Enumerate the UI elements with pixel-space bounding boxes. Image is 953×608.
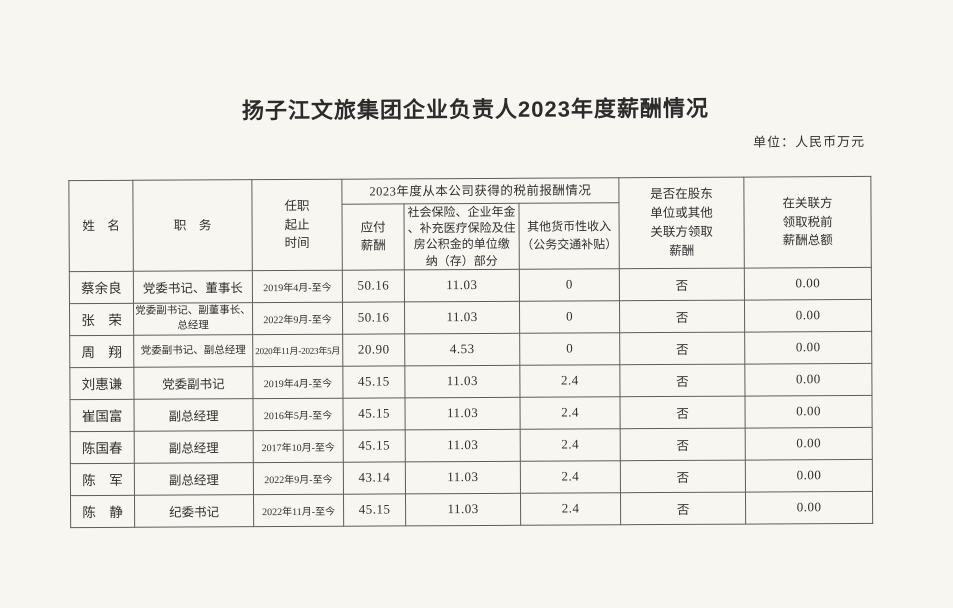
- cell-name: 蔡余良: [69, 271, 134, 304]
- col-header-group-2023: 2023年度从本公司获得的税前报酬情况: [341, 177, 619, 205]
- cell-insurance: 11.03: [405, 429, 521, 462]
- cell-tenure: 2019年4月-至今: [252, 269, 343, 303]
- table-row: 陈 军 副总经理 2022年9月-至今 43.14 11.03 2.4 否 0.…: [70, 459, 873, 496]
- cell-position: 党委副书记、副总经理: [133, 334, 253, 368]
- cell-payable: 45.15: [342, 365, 405, 398]
- cell-shareholder: 否: [619, 299, 745, 333]
- cell-tenure: 2022年9月-至今: [253, 461, 344, 495]
- cell-shareholder: 否: [620, 427, 746, 461]
- cell-related-party: 0.00: [744, 299, 872, 332]
- salary-table: 姓 名 职 务 任职 起止 时间 2023年度从本公司获得的税前报酬情况 是否在…: [68, 176, 873, 528]
- cell-position: 党委书记、董事长: [133, 270, 253, 304]
- cell-shareholder: 否: [620, 491, 746, 525]
- cell-name: 崔国富: [69, 399, 135, 432]
- cell-tenure: 2022年9月-至今: [252, 301, 343, 335]
- cell-insurance: 11.03: [404, 269, 520, 302]
- cell-related-party: 0.00: [744, 331, 872, 364]
- cell-related-party: 0.00: [745, 427, 873, 460]
- cell-insurance: 11.03: [405, 461, 521, 494]
- cell-position: 副总经理: [134, 430, 254, 464]
- cell-related-party: 0.00: [745, 395, 873, 428]
- cell-other-income: 0: [519, 332, 620, 366]
- col-header-payable: 应付 薪酬: [341, 203, 405, 270]
- cell-shareholder: 否: [620, 395, 746, 429]
- cell-tenure: 2016年5月-至今: [252, 397, 344, 431]
- header-row-group: 姓 名 职 务 任职 起止 时间 2023年度从本公司获得的税前报酬情况 是否在…: [68, 176, 872, 272]
- cell-other-income: 0: [519, 268, 620, 302]
- cell-tenure: 2017年10月-至今: [253, 429, 344, 463]
- table-row: 崔国富 副总经理 2016年5月-至今 45.15 11.03 2.4 否 0.…: [69, 395, 873, 432]
- table-row: 陈 静 纪委书记 2022年11月-至今 45.15 11.03 2.4 否 0…: [70, 491, 873, 528]
- table-row: 张 荣 党委副书记、副董事长、总经理 2022年9月-至今 50.16 11.0…: [69, 299, 872, 336]
- col-header-shareholder: 是否在股东 单位或其他 关联方领取 薪酬: [618, 177, 745, 269]
- cell-payable: 50.16: [342, 269, 405, 302]
- cell-position: 副总经理: [133, 398, 254, 432]
- cell-payable: 20.90: [342, 333, 405, 366]
- cell-tenure: 2022年11月-至今: [253, 493, 344, 527]
- cell-insurance: 4.53: [404, 333, 520, 366]
- col-header-tenure: 任职 起止 时间: [251, 179, 343, 271]
- cell-payable: 50.16: [342, 301, 405, 334]
- table-row: 刘惠谦 党委副书记 2019年4月-至今 45.15 11.03 2.4 否 0…: [69, 363, 872, 400]
- cell-other-income: 2.4: [520, 492, 621, 526]
- cell-position: 副总经理: [134, 462, 254, 496]
- cell-insurance: 11.03: [404, 365, 520, 398]
- cell-other-income: 2.4: [519, 396, 621, 430]
- cell-insurance: 11.03: [404, 397, 521, 430]
- cell-shareholder: 否: [619, 363, 746, 397]
- cell-position: 纪委书记: [134, 494, 254, 528]
- cell-other-income: 0: [519, 300, 620, 334]
- cell-name: 周 翔: [69, 335, 134, 368]
- col-header-related-party: 在关联方 领取税前 薪酬总额: [743, 176, 872, 268]
- cell-position: 党委副书记: [133, 366, 253, 400]
- unit-note: 单位：人民币万元: [753, 133, 866, 150]
- col-header-position: 职 务: [132, 179, 253, 272]
- cell-other-income: 2.4: [520, 460, 621, 494]
- cell-related-party: 0.00: [745, 459, 873, 492]
- cell-name: 陈 静: [70, 495, 135, 528]
- cell-shareholder: 否: [620, 459, 746, 493]
- cell-payable: 45.15: [343, 429, 406, 462]
- cell-name: 刘惠谦: [69, 367, 134, 400]
- cell-tenure: 2019年4月-至今: [252, 365, 343, 399]
- cell-name: 陈国春: [70, 431, 135, 464]
- cell-name: 陈 军: [70, 463, 135, 496]
- cell-position: 党委副书记、副董事长、总经理: [133, 302, 253, 336]
- cell-other-income: 2.4: [520, 428, 621, 462]
- cell-related-party: 0.00: [744, 267, 872, 300]
- cell-shareholder: 否: [619, 331, 745, 365]
- cell-payable: 45.15: [342, 397, 406, 430]
- cell-insurance: 11.03: [404, 301, 520, 334]
- cell-insurance: 11.03: [405, 493, 521, 526]
- page-title: 扬子江文旅集团企业负责人2023年度薪酬情况: [241, 95, 710, 124]
- cell-other-income: 2.4: [519, 364, 621, 398]
- cell-related-party: 0.00: [745, 491, 873, 524]
- cell-payable: 43.14: [343, 461, 406, 494]
- cell-tenure: 2020年11月-2023年5月: [252, 333, 343, 367]
- cell-related-party: 0.00: [744, 363, 872, 396]
- cell-name: 张 荣: [69, 303, 134, 336]
- table-row: 蔡余良 党委书记、董事长 2019年4月-至今 50.16 11.03 0 否 …: [69, 267, 872, 304]
- cell-payable: 45.15: [343, 493, 406, 526]
- cell-shareholder: 否: [619, 267, 745, 301]
- table-row: 陈国春 副总经理 2017年10月-至今 45.15 11.03 2.4 否 0…: [70, 427, 873, 464]
- table-row: 周 翔 党委副书记、副总经理 2020年11月-2023年5月 20.90 4.…: [69, 331, 872, 368]
- col-header-name: 姓 名: [68, 180, 134, 272]
- col-header-other-income: 其他货币性收入 （公务交通补贴）: [518, 202, 620, 270]
- col-header-insurance: 社会保险、企业年金 、补充医疗保险及住 房公积金的单位缴 纳（存）部分: [403, 203, 520, 270]
